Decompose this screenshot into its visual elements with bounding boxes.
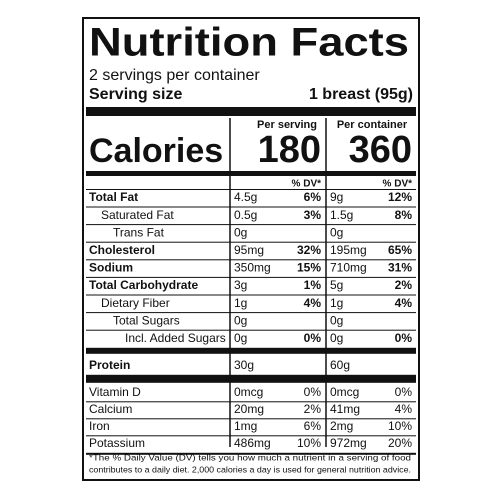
amount: 0g <box>330 313 343 327</box>
amount: 0mcg <box>330 385 359 399</box>
rule <box>86 435 416 437</box>
footnote: contributes to a daily diet. 2,000 calor… <box>89 464 411 474</box>
amount: 0.5g <box>234 208 257 222</box>
medium-rule <box>86 171 416 176</box>
rule <box>86 374 416 383</box>
nutrient-name: Calcium <box>89 402 132 416</box>
nutrient-name: Protein <box>89 358 130 372</box>
daily-value: 12% <box>388 190 412 204</box>
amount: 1.5g <box>330 208 353 222</box>
rule <box>86 259 416 261</box>
amount: 1mg <box>234 419 257 433</box>
rule <box>86 329 416 331</box>
daily-value: 31% <box>388 261 412 275</box>
rule <box>86 276 416 278</box>
nutrient-name: Vitamin D <box>89 385 141 399</box>
daily-value: 2% <box>304 402 322 416</box>
daily-value: 10% <box>297 436 321 450</box>
nutrient-name: Total Sugars <box>113 313 180 327</box>
nutrient-name: Iron <box>89 419 110 433</box>
column-header: Per container <box>337 119 408 131</box>
amount: 1g <box>234 296 247 310</box>
daily-value: 2% <box>395 278 413 292</box>
amount: 0g <box>234 225 247 239</box>
servings: 2 servings per container <box>89 67 260 84</box>
rule <box>86 452 416 455</box>
amount: 195mg <box>330 243 367 257</box>
amount: 3g <box>234 278 247 292</box>
calories-value: 180 <box>258 129 321 171</box>
amount: 0g <box>330 331 343 345</box>
daily-value: 0% <box>395 331 413 345</box>
amount: 30g <box>234 358 254 372</box>
rule <box>86 312 416 314</box>
label-border <box>82 17 420 481</box>
daily-value: 0% <box>395 385 413 399</box>
serving-size-label: Serving size <box>89 86 182 103</box>
rule <box>86 401 416 403</box>
daily-value: 6% <box>304 419 322 433</box>
column-header: Per serving <box>257 119 317 131</box>
dv-header: % DV* <box>292 179 322 190</box>
daily-value: 10% <box>388 419 412 433</box>
calories-value: 360 <box>349 129 412 171</box>
nutrient-name: Total Fat <box>89 190 138 204</box>
rule <box>86 294 416 296</box>
amount: 0g <box>234 313 247 327</box>
nutrient-name: Sodium <box>89 261 133 275</box>
amount: 60g <box>330 358 350 372</box>
nutrient-name: Incl. Added Sugars <box>125 331 226 345</box>
nutrient-name: Cholesterol <box>89 243 155 257</box>
nutrient-name: Total Carbohydrate <box>89 278 198 292</box>
amount: 1g <box>330 296 343 310</box>
amount: 486mg <box>234 436 271 450</box>
thick-rule <box>86 107 416 116</box>
nutrient-name: Saturated Fat <box>101 208 174 222</box>
amount: 350mg <box>234 261 271 275</box>
serving-size-value: 1 breast (95g) <box>309 86 413 103</box>
daily-value: 3% <box>304 208 322 222</box>
nutrient-name: Trans Fat <box>113 225 165 239</box>
rule <box>86 418 416 420</box>
daily-value: 8% <box>395 208 413 222</box>
dv-header: % DV* <box>383 179 413 190</box>
amount: 9g <box>330 190 343 204</box>
calories-label: Calories <box>89 132 223 170</box>
amount: 5g <box>330 278 343 292</box>
amount: 0g <box>234 331 247 345</box>
nutrient-name: Potassium <box>89 436 145 450</box>
daily-value: 4% <box>304 296 322 310</box>
daily-value: 32% <box>297 243 321 257</box>
amount: 0mcg <box>234 385 263 399</box>
amount: 95mg <box>234 243 264 257</box>
footnote: *The % Daily Value (DV) tells you how mu… <box>89 452 411 462</box>
amount: 972mg <box>330 436 367 450</box>
rule <box>86 241 416 243</box>
title: Nutrition Facts <box>89 21 409 65</box>
daily-value: 65% <box>388 243 412 257</box>
daily-value: 1% <box>304 278 322 292</box>
rule <box>86 189 416 190</box>
daily-value: 4% <box>395 402 413 416</box>
amount: 20mg <box>234 402 264 416</box>
amount: 41mg <box>330 402 360 416</box>
daily-value: 15% <box>297 261 321 275</box>
amount: 710mg <box>330 261 367 275</box>
rule <box>86 347 416 354</box>
rule <box>86 224 416 226</box>
daily-value: 0% <box>304 385 322 399</box>
amount: 0g <box>330 225 343 239</box>
rows: Total Fat 4.5g 9g 6% 12% Saturated Fat 0.5g 1.5… <box>86 189 416 474</box>
daily-value: 20% <box>388 436 412 450</box>
rule <box>86 206 416 208</box>
daily-value: 0% <box>304 331 322 345</box>
daily-value: 6% <box>304 190 322 204</box>
amount: 2mg <box>330 419 353 433</box>
amount: 4.5g <box>234 190 257 204</box>
daily-value: 4% <box>395 296 413 310</box>
nutrient-name: Dietary Fiber <box>101 296 170 310</box>
